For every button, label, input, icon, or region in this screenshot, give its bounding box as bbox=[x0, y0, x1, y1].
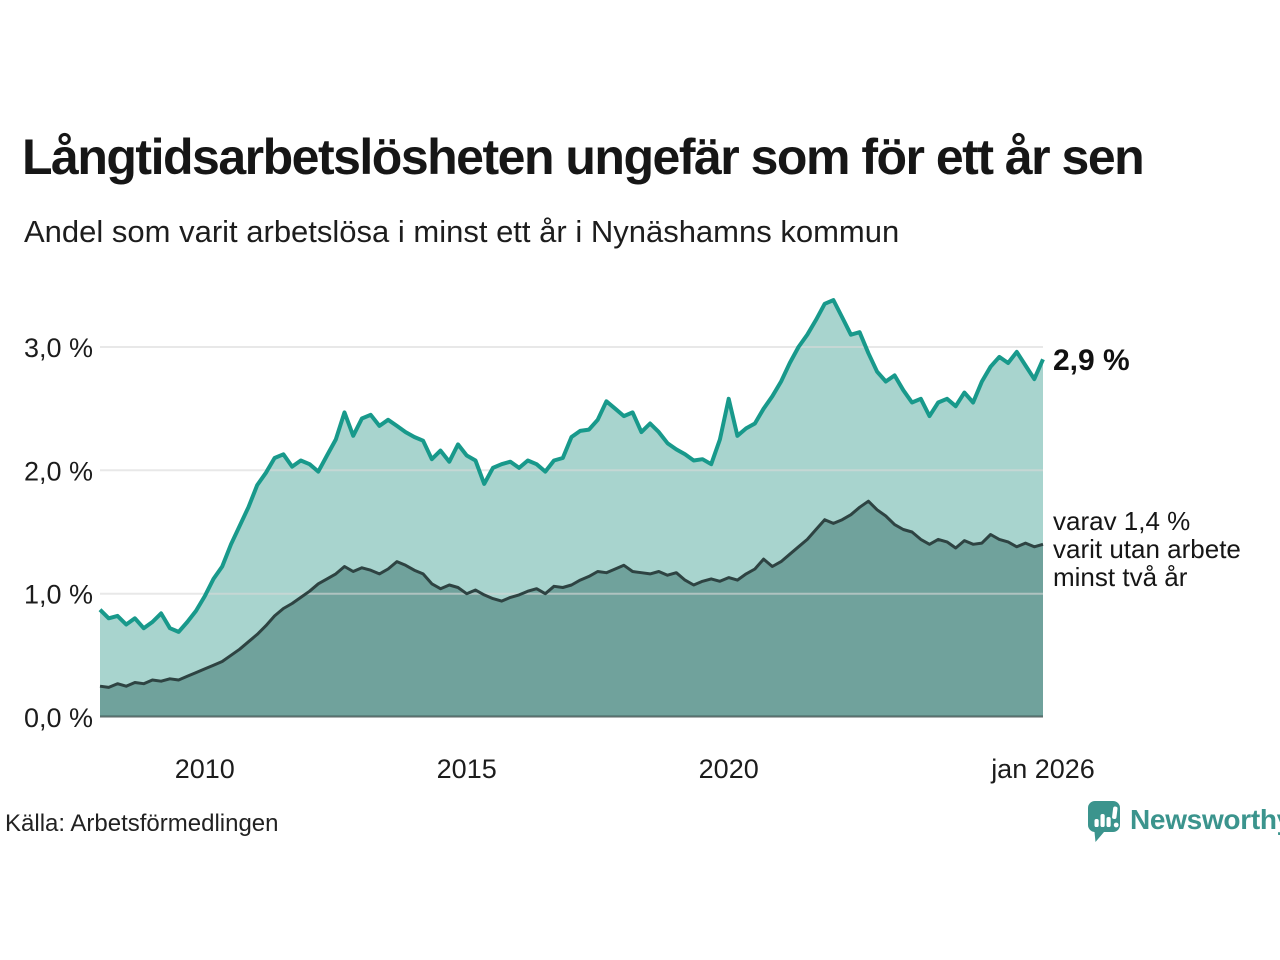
series-end-label-total: 2,9 % bbox=[1053, 344, 1130, 377]
y-axis-label: 2,0 % bbox=[24, 456, 93, 486]
x-axis-label: 2020 bbox=[699, 754, 759, 784]
x-axis-label: jan 2026 bbox=[990, 754, 1095, 784]
page-subtitle: Andel som varit arbetslösa i minst ett å… bbox=[24, 214, 900, 249]
source-credit: Källa: Arbetsförmedlingen bbox=[5, 810, 279, 837]
series-end-label-two-years: varav 1,4 % varit utan arbete minst två … bbox=[1053, 506, 1241, 592]
x-axis-label: 2010 bbox=[175, 754, 235, 784]
newsworthy-logo: Newsworthy bbox=[1088, 801, 1280, 843]
y-axis-label: 3,0 % bbox=[24, 333, 93, 363]
page-title: Långtidsarbetslösheten ungefär som för e… bbox=[22, 129, 1145, 185]
y-axis-label: 1,0 % bbox=[24, 580, 93, 610]
line-minst-tva-ar bbox=[99, 499, 1044, 689]
line-minst-ett-ar bbox=[98, 298, 1045, 634]
newsworthy-wordmark: Newsworthy bbox=[1130, 804, 1280, 835]
area-minst-tva-ar bbox=[100, 501, 1043, 717]
newsworthy-pin-icon bbox=[1088, 801, 1120, 842]
y-axis-label: 0,0 % bbox=[24, 703, 93, 733]
x-axis-label: 2015 bbox=[437, 754, 497, 784]
